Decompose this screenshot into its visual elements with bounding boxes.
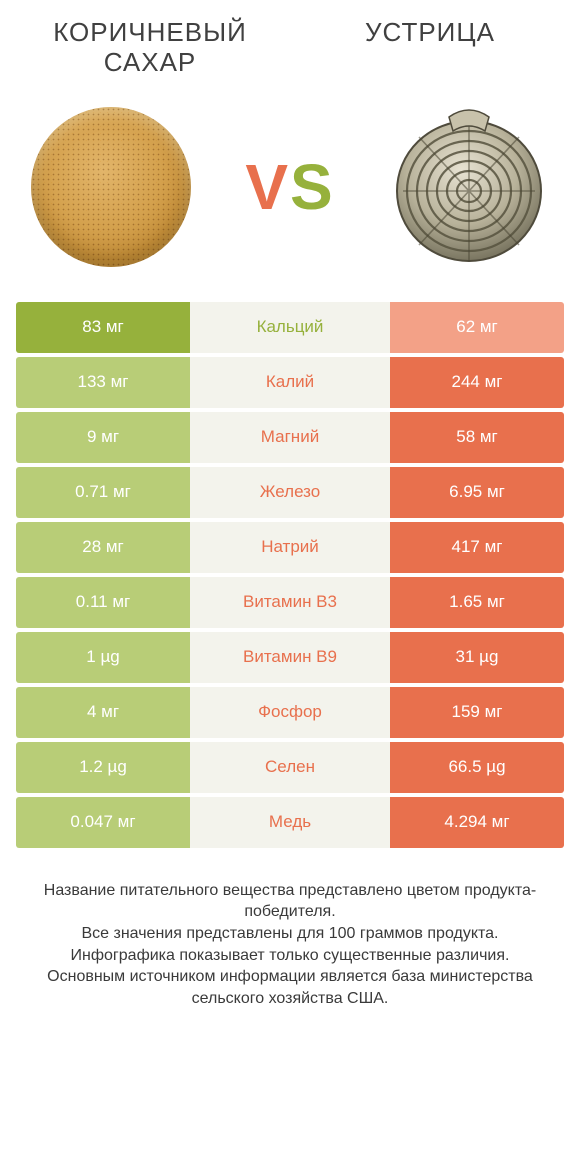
footnote: Название питательного вещества представл… [0, 852, 580, 1010]
left-value-cell: 0.71 мг [16, 467, 190, 518]
right-value-cell: 417 мг [390, 522, 564, 573]
nutrient-label-cell: Медь [190, 797, 390, 848]
table-row: 28 мгНатрий417 мг [16, 522, 564, 573]
comparison-table: 83 мгКальций62 мг133 мгКалий244 мг9 мгМа… [0, 302, 580, 852]
left-value-cell: 9 мг [16, 412, 190, 463]
nutrient-label-cell: Железо [190, 467, 390, 518]
page: КОРИЧНЕВЫЙ САХАР УСТРИЦА VS [0, 0, 580, 1174]
right-value-cell: 62 мг [390, 302, 564, 353]
left-value-cell: 28 мг [16, 522, 190, 573]
header: КОРИЧНЕВЫЙ САХАР УСТРИЦА [0, 0, 580, 78]
table-row: 1 µgВитамин B931 µg [16, 632, 564, 683]
images-row: VS [0, 78, 580, 302]
left-value-cell: 83 мг [16, 302, 190, 353]
right-product-title: УСТРИЦА [290, 18, 570, 48]
brown-sugar-icon [31, 107, 191, 267]
left-value-cell: 0.11 мг [16, 577, 190, 628]
nutrient-label-cell: Натрий [190, 522, 390, 573]
right-value-cell: 159 мг [390, 687, 564, 738]
nutrient-label-cell: Селен [190, 742, 390, 793]
nutrient-label-cell: Фосфор [190, 687, 390, 738]
left-value-cell: 1.2 µg [16, 742, 190, 793]
vs-v: V [245, 151, 290, 223]
left-product-image [26, 102, 196, 272]
right-value-cell: 1.65 мг [390, 577, 564, 628]
right-value-cell: 4.294 мг [390, 797, 564, 848]
vs-s: S [290, 151, 335, 223]
table-row: 0.71 мгЖелезо6.95 мг [16, 467, 564, 518]
right-value-cell: 31 µg [390, 632, 564, 683]
left-value-cell: 1 µg [16, 632, 190, 683]
footnote-line: Все значения представлены для 100 граммо… [28, 923, 552, 945]
table-row: 0.11 мгВитамин B31.65 мг [16, 577, 564, 628]
table-row: 0.047 мгМедь4.294 мг [16, 797, 564, 848]
left-value-cell: 4 мг [16, 687, 190, 738]
right-product-image [384, 102, 554, 272]
nutrient-label-cell: Кальций [190, 302, 390, 353]
table-row: 4 мгФосфор159 мг [16, 687, 564, 738]
table-row: 133 мгКалий244 мг [16, 357, 564, 408]
right-value-cell: 244 мг [390, 357, 564, 408]
table-row: 83 мгКальций62 мг [16, 302, 564, 353]
table-row: 1.2 µgСелен66.5 µg [16, 742, 564, 793]
left-value-cell: 133 мг [16, 357, 190, 408]
footnote-line: Инфографика показывает только существенн… [28, 945, 552, 967]
table-row: 9 мгМагний58 мг [16, 412, 564, 463]
nutrient-label-cell: Витамин B3 [190, 577, 390, 628]
left-value-cell: 0.047 мг [16, 797, 190, 848]
footnote-line: Название питательного вещества представл… [28, 880, 552, 923]
right-value-cell: 66.5 µg [390, 742, 564, 793]
left-product-title: КОРИЧНЕВЫЙ САХАР [10, 18, 290, 78]
oyster-icon [389, 107, 549, 267]
nutrient-label-cell: Витамин B9 [190, 632, 390, 683]
nutrient-label-cell: Калий [190, 357, 390, 408]
right-value-cell: 6.95 мг [390, 467, 564, 518]
vs-label: VS [245, 150, 334, 224]
nutrient-label-cell: Магний [190, 412, 390, 463]
right-value-cell: 58 мг [390, 412, 564, 463]
footnote-line: Основным источником информации является … [28, 966, 552, 1009]
